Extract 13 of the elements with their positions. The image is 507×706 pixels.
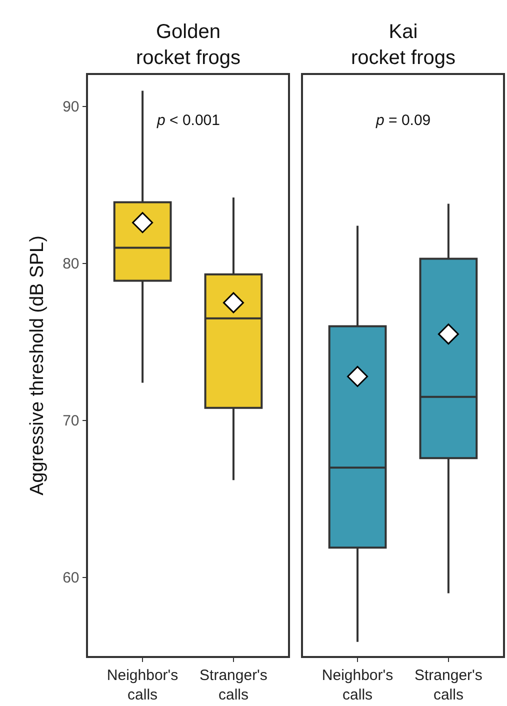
x-tick-label: Stranger's calls (414, 666, 482, 704)
y-tick-label: 80 (62, 256, 80, 273)
chart-title: Kai rocket frogs (351, 21, 456, 69)
y-axis-title: Aggressive threshold (dB SPL) (26, 236, 48, 496)
x-tick-label: Neighbor's calls (322, 666, 394, 704)
annotation: p < 0.001 (156, 112, 220, 129)
chart-title: Golden rocket frogs (136, 21, 240, 69)
x-tick-label: Neighbor's calls (106, 666, 178, 704)
y-tick-label: 70 (62, 412, 80, 430)
y-tick-label: 90 (62, 98, 80, 116)
x-tick-label: Stranger's calls (200, 666, 268, 704)
annotation: p = 0.09 (375, 112, 431, 129)
y-tick-label: 60 (62, 570, 80, 587)
